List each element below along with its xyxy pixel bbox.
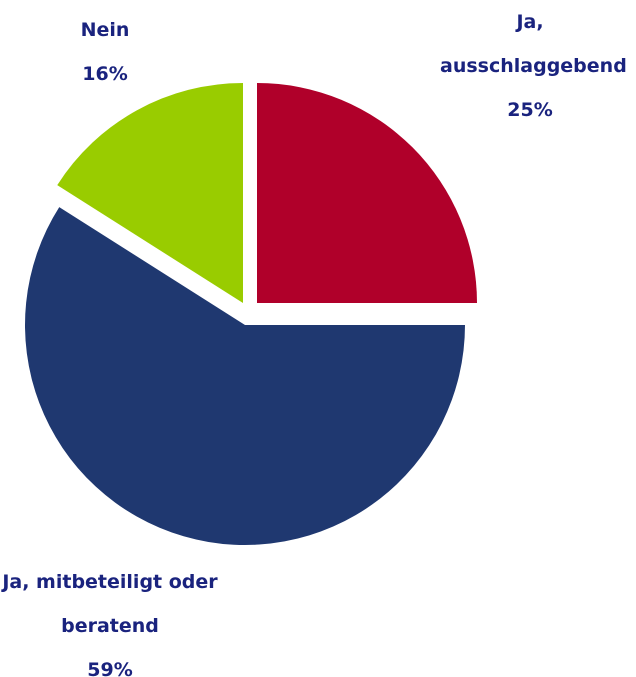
value-label: 59% xyxy=(87,659,133,677)
category-label: Ja, mitbeteiligt oder beratend xyxy=(2,571,218,637)
pie-slice xyxy=(57,83,243,303)
pie-slice xyxy=(257,83,477,303)
slice-label: Ja, mitbeteiligt oder beratend 59% xyxy=(0,560,220,677)
category-label: Ja, ausschlaggebend xyxy=(440,11,627,77)
value-label: 25% xyxy=(507,99,553,121)
slice-label: Nein 16% xyxy=(30,8,180,96)
pie-slice xyxy=(24,207,466,546)
value-label: 16% xyxy=(82,63,128,85)
slice-label: Ja, ausschlaggebend 25% xyxy=(440,0,627,132)
category-label: Nein xyxy=(80,19,130,41)
